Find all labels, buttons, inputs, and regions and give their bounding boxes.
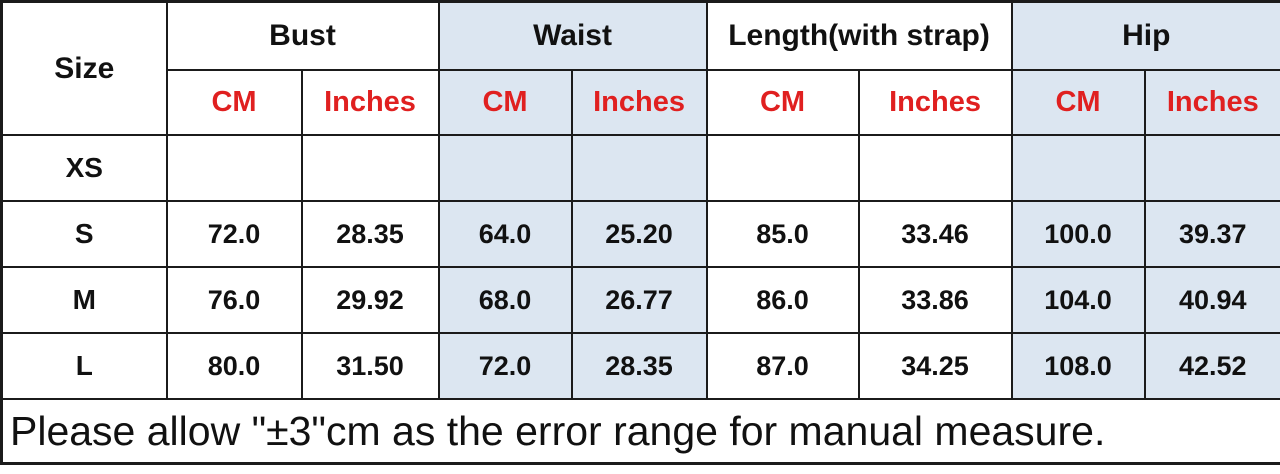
value-cell xyxy=(705,134,860,202)
value-cell: 39.37 xyxy=(1143,200,1280,268)
value-cell xyxy=(857,134,1013,202)
bust-group-header: Bust xyxy=(165,0,440,71)
value-cell: 85.0 xyxy=(705,200,860,268)
size-label: XS xyxy=(0,134,168,202)
value-cell xyxy=(300,134,440,202)
value-cell xyxy=(437,134,573,202)
value-cell: 40.94 xyxy=(1143,266,1280,334)
waist-cm-header: CM xyxy=(437,69,573,136)
value-cell: 42.52 xyxy=(1143,332,1280,400)
value-cell: 26.77 xyxy=(570,266,708,334)
size-column-header: Size xyxy=(0,0,168,136)
value-cell: 87.0 xyxy=(705,332,860,400)
hip-inches-header: Inches xyxy=(1143,69,1280,136)
table-row: M 76.0 29.92 68.0 26.77 86.0 33.86 104.0 40.94 xyxy=(0,266,1280,334)
value-cell xyxy=(570,134,708,202)
unit-header-row: CM Inches CM Inches CM Inches CM Inches xyxy=(2,69,1280,136)
value-cell: 76.0 xyxy=(165,266,303,334)
size-label: S xyxy=(0,200,168,268)
value-cell: 86.0 xyxy=(705,266,860,334)
length-cm-header: CM xyxy=(705,69,860,136)
footer-note: Please allow "±3"cm as the error range f… xyxy=(0,398,1280,465)
table-row: S 72.0 28.35 64.0 25.20 85.0 33.46 100.0 39.37 xyxy=(0,200,1280,268)
group-header-row: Size Bust Waist Length(with strap) Hip xyxy=(0,0,1280,136)
value-cell xyxy=(165,134,303,202)
value-cell: 64.0 xyxy=(437,200,573,268)
value-cell: 28.35 xyxy=(570,332,708,400)
value-cell: 33.86 xyxy=(857,266,1013,334)
value-cell: 25.20 xyxy=(570,200,708,268)
size-table-body: XS S 72.0 28.35 64.0 25.20 85.0 33.46 100.0 39.37… xyxy=(0,134,1280,400)
value-cell: 31.50 xyxy=(300,332,440,400)
size-label: L xyxy=(0,332,168,400)
hip-group-header: Hip xyxy=(1010,0,1280,71)
value-cell xyxy=(1010,134,1146,202)
value-cell: 108.0 xyxy=(1010,332,1146,400)
value-cell: 34.25 xyxy=(857,332,1013,400)
value-cell: 104.0 xyxy=(1010,266,1146,334)
value-cell: 29.92 xyxy=(300,266,440,334)
value-cell: 28.35 xyxy=(300,200,440,268)
hip-cm-header: CM xyxy=(1010,69,1146,136)
bust-inches-header: Inches xyxy=(300,69,440,136)
length-inches-header: Inches xyxy=(857,69,1013,136)
value-cell: 100.0 xyxy=(1010,200,1146,268)
bust-cm-header: CM xyxy=(165,69,303,136)
value-cell: 72.0 xyxy=(165,200,303,268)
value-cell: 68.0 xyxy=(437,266,573,334)
value-cell: 80.0 xyxy=(165,332,303,400)
length-group-header: Length(with strap) xyxy=(705,0,1013,71)
footer-note-row: Please allow "±3"cm as the error range f… xyxy=(0,398,1280,465)
table-row: L 80.0 31.50 72.0 28.35 87.0 34.25 108.0 42.52 xyxy=(0,332,1280,400)
waist-inches-header: Inches xyxy=(570,69,708,136)
value-cell: 72.0 xyxy=(437,332,573,400)
value-cell xyxy=(1143,134,1280,202)
table-row: XS xyxy=(0,134,1280,202)
value-cell: 33.46 xyxy=(857,200,1013,268)
waist-group-header: Waist xyxy=(437,0,708,71)
size-label: M xyxy=(0,266,168,334)
